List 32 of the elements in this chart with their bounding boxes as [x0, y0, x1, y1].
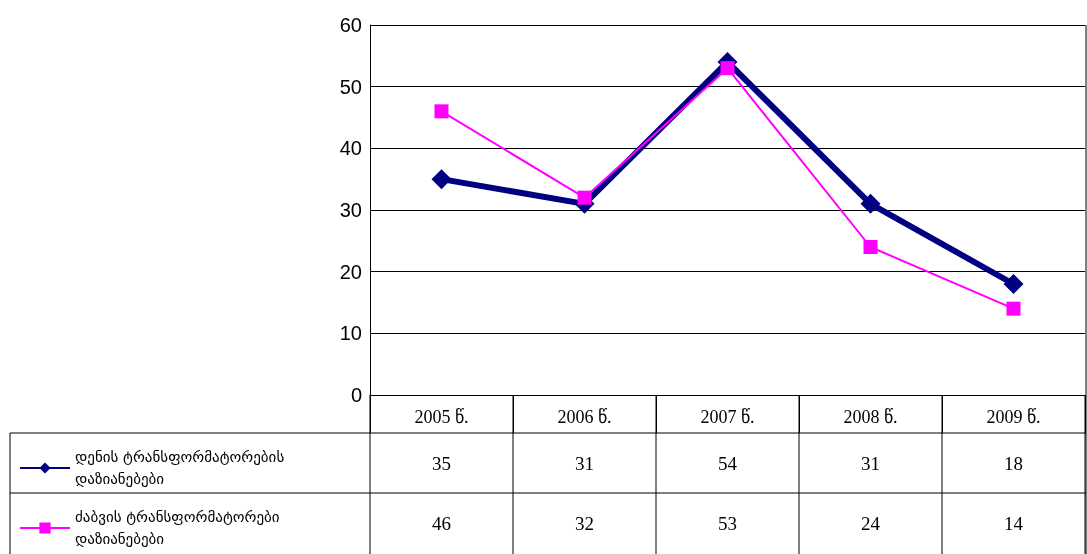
y-tick-label: 30 — [339, 199, 362, 221]
point — [1006, 301, 1021, 316]
x-tick-label: 2007 წ. — [700, 407, 755, 427]
point — [860, 193, 881, 214]
data-label: 14 — [1004, 513, 1024, 534]
point — [431, 169, 452, 190]
legend-label: ძაბვის ტრანსფორმატორები დაზიანებები — [75, 508, 280, 548]
data-label: 32 — [575, 513, 594, 534]
x-tick-label: 2009 წ. — [986, 407, 1041, 427]
data-label: 53 — [718, 513, 737, 534]
point — [863, 240, 878, 254]
point — [434, 104, 449, 119]
data-label: 54 — [718, 452, 738, 474]
y-tick-label: 20 — [339, 260, 362, 283]
data-label: 35 — [432, 452, 451, 474]
data-label: 31 — [575, 452, 594, 474]
y-tick-label: 10 — [339, 322, 362, 345]
data-label: 18 — [1004, 452, 1023, 474]
x-tick-label: 2008 წ. — [843, 407, 898, 427]
y-tick-label: 0 — [350, 384, 362, 406]
point — [577, 190, 592, 205]
x-tick-label: 2006 წ. — [557, 407, 612, 427]
data-label: 31 — [861, 452, 880, 474]
data-label: 24 — [861, 513, 881, 534]
point — [1003, 274, 1024, 294]
legend-label: დენის ტრანსფორმატორების დაზიანებები — [75, 448, 285, 488]
x-tick-label: 2005 წ. — [414, 407, 469, 427]
data-label: 46 — [432, 513, 451, 534]
y-tick-label: 50 — [339, 75, 362, 98]
point — [720, 61, 735, 76]
y-tick-label: 40 — [339, 137, 362, 160]
y-tick-label: 60 — [339, 14, 362, 36]
